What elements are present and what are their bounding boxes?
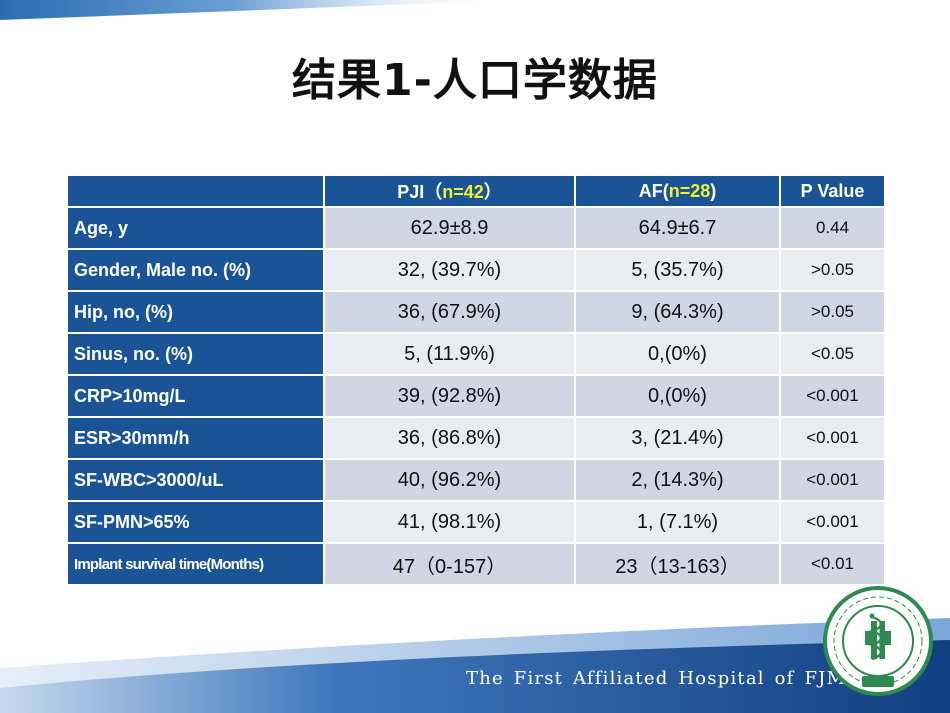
table-row: CRP>10mg/L 39, (92.8%) 0,(0%) <0.001 — [68, 376, 884, 416]
table-row: Gender, Male no. (%) 32, (39.7%) 5, (35.… — [68, 250, 884, 290]
cell-pvalue: <0.001 — [781, 460, 884, 500]
demographics-table: PJI（n=42） AF(n=28) P Value Age, y 62.9±8… — [66, 174, 886, 586]
header-pji-name: PJI — [397, 182, 425, 202]
header-pvalue: P Value — [781, 176, 884, 206]
cell-af: 1, (7.1%) — [576, 502, 779, 542]
slide-title: 结果1-人口学数据 — [292, 55, 658, 106]
cell-pvalue: <0.001 — [781, 418, 884, 458]
table-row: SF-WBC>3000/uL 40, (96.2%) 2, (14.3%) <0… — [68, 460, 884, 500]
table-row: Age, y 62.9±8.9 64.9±6.7 0.44 — [68, 208, 884, 248]
row-label: CRP>10mg/L — [68, 376, 323, 416]
hospital-seal-logo — [822, 585, 934, 697]
cell-af: 5, (35.7%) — [576, 250, 779, 290]
cell-pvalue: <0.05 — [781, 334, 884, 374]
cell-pvalue: >0.05 — [781, 292, 884, 332]
cell-af: 2, (14.3%) — [576, 460, 779, 500]
table-row: Sinus, no. (%) 5, (11.9%) 0,(0%) <0.05 — [68, 334, 884, 374]
row-label: Implant survival time(Months) — [68, 544, 323, 584]
row-label: Hip, no, (%) — [68, 292, 323, 332]
cell-pji: 36, (86.8%) — [325, 418, 574, 458]
row-label: SF-PMN>65% — [68, 502, 323, 542]
table-row: ESR>30mm/h 36, (86.8%) 3, (21.4%) <0.001 — [68, 418, 884, 458]
cell-pji: 41, (98.1%) — [325, 502, 574, 542]
cell-af: 23（13-163） — [576, 544, 779, 584]
cell-pji: 62.9±8.9 — [325, 208, 574, 248]
cell-pvalue: <0.001 — [781, 376, 884, 416]
cell-pvalue: <0.01 — [781, 544, 884, 584]
row-label: Sinus, no. (%) — [68, 334, 323, 374]
hospital-name: The First Affiliated Hospital of FJMU — [466, 668, 863, 689]
header-af: AF(n=28) — [576, 176, 779, 206]
table-row: Implant survival time(Months) 47（0-157） … — [68, 544, 884, 584]
top-decorative-stripe — [0, 0, 950, 22]
cell-pji: 39, (92.8%) — [325, 376, 574, 416]
cell-af: 0,(0%) — [576, 376, 779, 416]
header-pji-n: n=42 — [442, 182, 484, 202]
cell-pji: 40, (96.2%) — [325, 460, 574, 500]
table-row: Hip, no, (%) 36, (67.9%) 9, (64.3%) >0.0… — [68, 292, 884, 332]
row-label: Gender, Male no. (%) — [68, 250, 323, 290]
header-corner-cell — [68, 176, 323, 206]
header-af-n: n=28 — [668, 180, 711, 201]
footer-band — [0, 610, 950, 713]
cell-af: 64.9±6.7 — [576, 208, 779, 248]
header-af-name: AF — [638, 180, 663, 201]
cell-af: 0,(0%) — [576, 334, 779, 374]
cell-pvalue: <0.001 — [781, 502, 884, 542]
header-pji: PJI（n=42） — [325, 176, 574, 206]
table-header-row: PJI（n=42） AF(n=28) P Value — [68, 176, 884, 206]
row-label: SF-WBC>3000/uL — [68, 460, 323, 500]
cell-pji: 32, (39.7%) — [325, 250, 574, 290]
cell-af: 3, (21.4%) — [576, 418, 779, 458]
cell-pvalue: >0.05 — [781, 250, 884, 290]
cell-pvalue: 0.44 — [781, 208, 884, 248]
cell-pji: 36, (67.9%) — [325, 292, 574, 332]
cell-af: 9, (64.3%) — [576, 292, 779, 332]
row-label: Age, y — [68, 208, 323, 248]
row-label: ESR>30mm/h — [68, 418, 323, 458]
table-row: SF-PMN>65% 41, (98.1%) 1, (7.1%) <0.001 — [68, 502, 884, 542]
cell-pji: 47（0-157） — [325, 544, 574, 584]
cell-pji: 5, (11.9%) — [325, 334, 574, 374]
